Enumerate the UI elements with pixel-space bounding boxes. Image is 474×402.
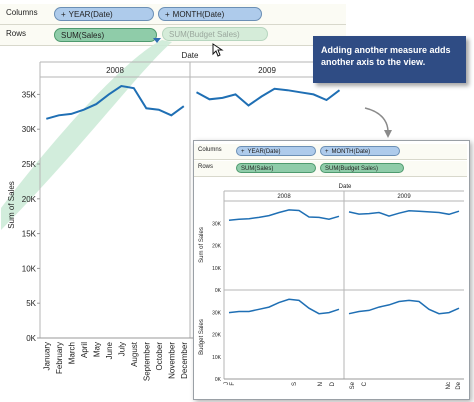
inset-line-budget-2009	[348, 299, 460, 315]
callout-line-1: Adding another measure adds	[321, 45, 451, 55]
year-header-2008: 2008	[106, 66, 124, 75]
inset-header-title: Date	[339, 184, 352, 190]
sales-lines	[46, 84, 341, 120]
inset-y-tick-label: 20K	[212, 244, 222, 250]
inset-columns-shelf[interactable]: Columns + YEAR(Date) + MONTH(Date)	[194, 144, 467, 160]
inset-y-tick-label: 0K	[215, 288, 222, 294]
sales-line-2009	[196, 87, 341, 107]
y-tick-label: 0K	[26, 334, 36, 343]
y-axis-label: Sum of Sales	[7, 181, 16, 229]
inset-x-label: J	[224, 382, 230, 385]
x-month-label: March	[67, 342, 76, 364]
inset-year-2009: 2009	[397, 194, 411, 200]
inset-x-label: C	[362, 381, 368, 386]
expand-plus-icon[interactable]: +	[241, 149, 245, 155]
inset-x-label: D	[330, 381, 336, 386]
y-tick-label: 35K	[22, 90, 37, 99]
x-axis-month-labels: January February March April May June July Augu…	[42, 341, 201, 381]
callout-box: Adding another measure adds another axis…	[313, 36, 466, 83]
inset-lower-y-ticks: 30K 20K 10K 0K	[212, 311, 222, 383]
inset-year-date-pill[interactable]: + YEAR(Date)	[236, 146, 316, 156]
inset-y-tick-label: 30K	[212, 222, 222, 228]
x-month-label: August	[130, 341, 139, 367]
sum-budget-sales-drag-pill[interactable]: SUM(Budget Sales)	[162, 27, 268, 41]
y-tick-label: 25K	[22, 160, 37, 169]
callout-arrowhead	[384, 130, 392, 138]
inset-year-2008: 2008	[277, 194, 291, 200]
x-month-label: June	[105, 341, 114, 359]
inset-line-sales-2008	[228, 209, 340, 222]
x-month-label: December	[180, 342, 189, 379]
inset-upper-y-ticks: 30K 20K 10K 0K	[212, 222, 222, 294]
y-axis-ticks: 0K 5K 10K 15K 20K 25K 30K 35K	[22, 90, 40, 343]
inset-rows-shelf[interactable]: Rows SUM(Sales) SUM(Budget Sales)	[194, 161, 467, 177]
y-tick-label: 15K	[22, 230, 37, 239]
month-date-pill[interactable]: + MONTH(Date)	[158, 7, 262, 21]
inset-x-label: F	[230, 382, 236, 386]
x-month-label: October	[155, 342, 164, 371]
y-tick-label: 10K	[22, 264, 37, 273]
inset-lower-ylabel: Budget Sales	[199, 319, 205, 355]
inset-lines	[228, 209, 460, 315]
inset-y-tick-label: 20K	[212, 333, 222, 339]
inset-line-sales-2009	[348, 210, 460, 217]
inset-x-labels: J F S N D Se C Nc De	[224, 381, 462, 389]
x-month-label: November	[167, 342, 176, 379]
sales-line-2008	[46, 84, 185, 120]
x-month-label: September	[142, 342, 151, 381]
inset-rows-label: Rows	[198, 164, 214, 170]
y-tick-label: 5K	[26, 299, 36, 308]
inset-x-label: Se	[350, 381, 356, 389]
y-tick-label: 30K	[22, 125, 37, 134]
inset-month-date-pill[interactable]: + MONTH(Date)	[320, 146, 400, 156]
inset-upper-ylabel: Sum of Sales	[199, 227, 205, 263]
drop-indicator-icon	[153, 38, 161, 43]
inset-x-label: Nc	[446, 382, 452, 389]
header-title: Date	[182, 51, 199, 60]
year-header-2009: 2009	[258, 66, 276, 75]
inset-y-tick-label: 10K	[212, 355, 222, 361]
inset-y-tick-label: 10K	[212, 266, 222, 272]
columns-shelf[interactable]: Columns + YEAR(Date) + MONTH(Date)	[0, 4, 346, 25]
inset-chart: Date 2008 2009 Sum of Sales Budget Sales…	[199, 184, 464, 390]
x-month-label: July	[117, 342, 126, 356]
inset-x-label: S	[292, 382, 298, 386]
x-month-label: May	[92, 342, 101, 357]
rows-shelf-label: Rows	[6, 29, 27, 38]
move-cursor-icon	[212, 43, 224, 57]
expand-plus-icon[interactable]: +	[61, 10, 66, 19]
columns-shelf-label: Columns	[6, 8, 38, 17]
inset-y-tick-label: 30K	[212, 311, 222, 317]
x-month-label: April	[80, 342, 89, 358]
year-date-pill[interactable]: + YEAR(Date)	[54, 7, 154, 21]
x-month-label: January	[42, 342, 51, 370]
inset-x-label: N	[318, 382, 324, 386]
x-month-label: February	[55, 342, 64, 374]
inset-view: Columns + YEAR(Date) + MONTH(Date) Rows SU…	[193, 140, 470, 400]
drag-band	[1, 40, 172, 230]
inset-line-budget-2008	[228, 298, 340, 315]
inset-sum-budget-sales-pill[interactable]: SUM(Budget Sales)	[320, 163, 404, 173]
inset-sum-sales-pill[interactable]: SUM(Sales)	[236, 163, 316, 173]
y-tick-label: 20K	[22, 195, 37, 204]
expand-plus-icon[interactable]: +	[165, 10, 170, 19]
inset-columns-label: Columns	[198, 147, 222, 153]
inset-y-tick-label: 0K	[215, 377, 222, 383]
callout-line-2: another axis to the view.	[321, 57, 426, 67]
sum-sales-pill[interactable]: SUM(Sales)	[54, 28, 157, 42]
inset-x-label: De	[456, 381, 462, 389]
expand-plus-icon[interactable]: +	[325, 149, 329, 155]
callout-arrow	[364, 107, 389, 133]
